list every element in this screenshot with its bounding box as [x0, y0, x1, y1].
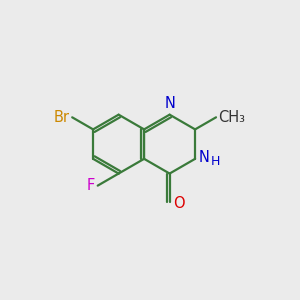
Text: O: O: [173, 196, 185, 211]
Text: Br: Br: [54, 110, 70, 125]
Text: N: N: [199, 150, 210, 165]
Text: F: F: [87, 178, 95, 193]
Text: N: N: [164, 96, 175, 111]
Text: CH₃: CH₃: [218, 110, 245, 125]
Text: H: H: [210, 155, 220, 168]
